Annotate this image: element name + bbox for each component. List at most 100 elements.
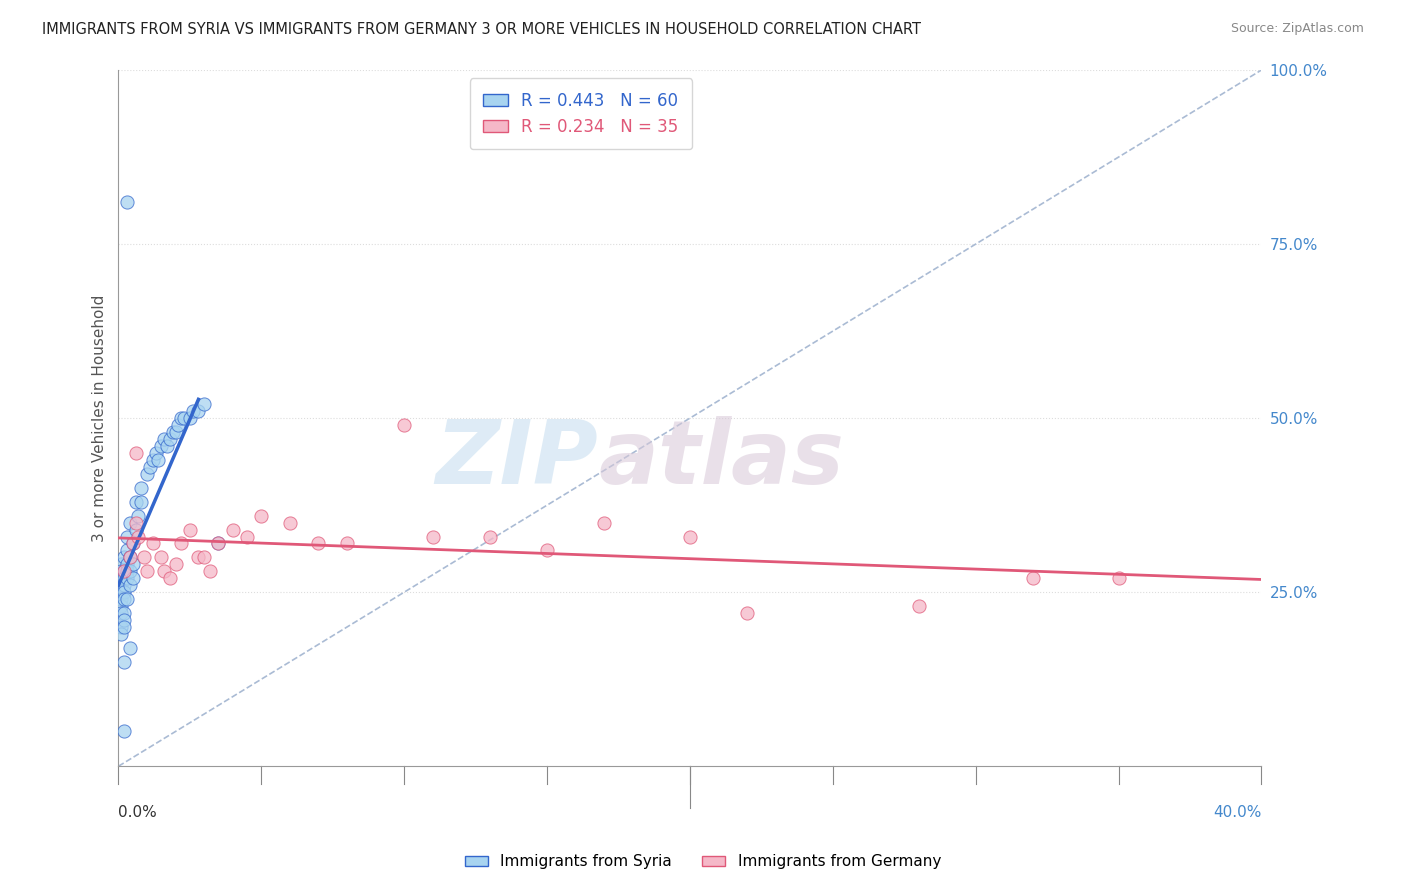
Point — [536, 543, 558, 558]
Point — [159, 432, 181, 446]
Point — [336, 536, 359, 550]
Point — [110, 592, 132, 607]
Point — [134, 550, 156, 565]
Point — [142, 536, 165, 550]
Point — [422, 529, 444, 543]
Text: IMMIGRANTS FROM SYRIA VS IMMIGRANTS FROM GERMANY 3 OR MORE VEHICLES IN HOUSEHOLD: IMMIGRANTS FROM SYRIA VS IMMIGRANTS FROM… — [42, 22, 921, 37]
Point — [142, 453, 165, 467]
Point — [118, 578, 141, 592]
Point — [1108, 571, 1130, 585]
Text: Source: ZipAtlas.com: Source: ZipAtlas.com — [1230, 22, 1364, 36]
Point — [150, 550, 173, 565]
Point — [121, 536, 143, 550]
Point — [110, 627, 132, 641]
Point — [167, 418, 190, 433]
Point — [236, 529, 259, 543]
Point — [124, 523, 146, 537]
Point — [110, 585, 132, 599]
Point — [187, 550, 209, 565]
Point — [139, 459, 162, 474]
Point — [136, 467, 159, 481]
Point — [124, 446, 146, 460]
Point — [112, 585, 135, 599]
Point — [110, 620, 132, 634]
Point — [112, 571, 135, 585]
Point — [118, 640, 141, 655]
Point — [145, 446, 167, 460]
Y-axis label: 3 or more Vehicles in Household: 3 or more Vehicles in Household — [93, 294, 107, 541]
Point — [121, 571, 143, 585]
Point — [156, 439, 179, 453]
Point — [118, 550, 141, 565]
Point — [278, 516, 301, 530]
Point — [679, 529, 702, 543]
Point — [187, 404, 209, 418]
Point — [170, 536, 193, 550]
Point — [173, 411, 195, 425]
Point — [165, 425, 187, 439]
Point — [153, 432, 176, 446]
Point — [115, 543, 138, 558]
Point — [115, 564, 138, 578]
Text: atlas: atlas — [599, 417, 845, 503]
Point — [179, 523, 201, 537]
Point — [112, 655, 135, 669]
Legend: R = 0.443   N = 60, R = 0.234   N = 35: R = 0.443 N = 60, R = 0.234 N = 35 — [470, 78, 692, 149]
Point — [593, 516, 616, 530]
Point — [110, 571, 132, 585]
Point — [165, 558, 187, 572]
Point — [250, 508, 273, 523]
Point — [112, 620, 135, 634]
Point — [207, 536, 229, 550]
Point — [115, 592, 138, 607]
Point — [121, 536, 143, 550]
Point — [907, 599, 929, 614]
Point — [159, 571, 181, 585]
Point — [118, 516, 141, 530]
Point — [127, 508, 149, 523]
Text: ZIP: ZIP — [436, 417, 599, 503]
Point — [153, 564, 176, 578]
Point — [110, 564, 132, 578]
Point — [170, 411, 193, 425]
Point — [307, 536, 329, 550]
Point — [115, 195, 138, 210]
Point — [124, 516, 146, 530]
Point — [193, 550, 215, 565]
Point — [478, 529, 501, 543]
Point — [118, 564, 141, 578]
Point — [162, 425, 184, 439]
Point — [118, 550, 141, 565]
Point — [193, 397, 215, 411]
Point — [112, 578, 135, 592]
Point — [112, 592, 135, 607]
Point — [110, 558, 132, 572]
Point — [112, 550, 135, 565]
Point — [392, 418, 415, 433]
Point — [150, 439, 173, 453]
Point — [112, 564, 135, 578]
Point — [136, 564, 159, 578]
Point — [115, 558, 138, 572]
Text: 40.0%: 40.0% — [1213, 805, 1261, 820]
Point — [110, 606, 132, 620]
Legend: Immigrants from Syria, Immigrants from Germany: Immigrants from Syria, Immigrants from G… — [458, 848, 948, 875]
Point — [110, 578, 132, 592]
Point — [129, 481, 152, 495]
Point — [222, 523, 245, 537]
Point — [181, 404, 204, 418]
Point — [198, 564, 221, 578]
Point — [112, 724, 135, 739]
Point — [129, 494, 152, 508]
Text: 0.0%: 0.0% — [118, 805, 157, 820]
Point — [179, 411, 201, 425]
Point — [115, 529, 138, 543]
Point — [115, 571, 138, 585]
Point — [112, 606, 135, 620]
Point — [110, 599, 132, 614]
Point — [1022, 571, 1045, 585]
Point — [148, 453, 170, 467]
Point — [127, 529, 149, 543]
Point — [112, 564, 135, 578]
Point — [207, 536, 229, 550]
